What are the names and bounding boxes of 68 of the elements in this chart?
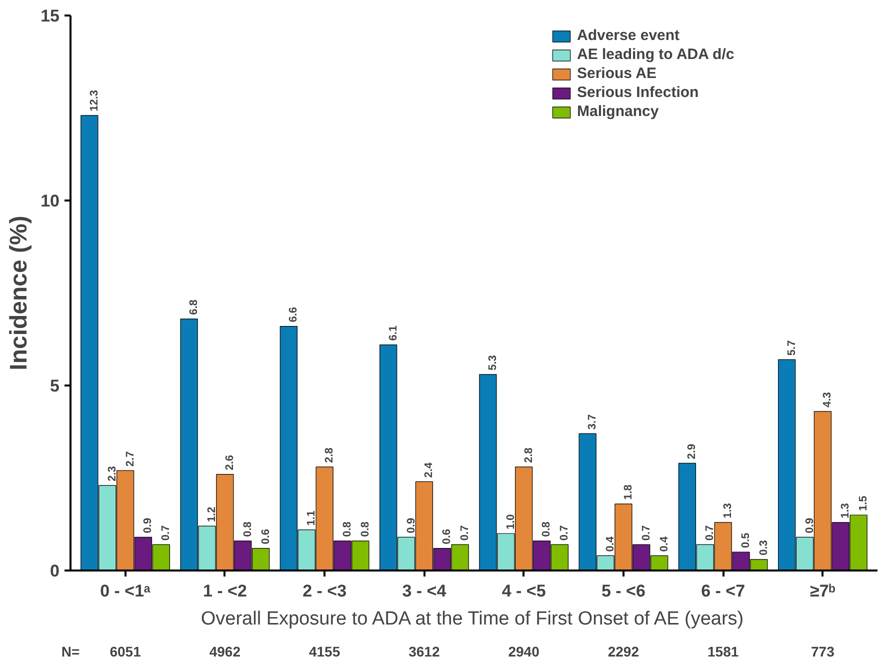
x-tick-label: ≥7ᵇ xyxy=(810,582,836,600)
text: 2940 xyxy=(508,644,540,660)
data-label: 3.7 xyxy=(586,414,599,430)
data-label: 2.4 xyxy=(423,462,436,478)
y-tick-label: 15 xyxy=(40,6,60,26)
data-label: 2.7 xyxy=(124,451,136,467)
x-tick-label: 0 - <1ᵃ xyxy=(100,582,152,600)
text: 1581 xyxy=(708,644,739,660)
text: 4962 xyxy=(209,644,241,660)
data-label: 2.9 xyxy=(686,444,698,460)
data-label: 0.9 xyxy=(142,518,154,534)
data-label: 0.9 xyxy=(405,518,418,534)
data-label: 0.7 xyxy=(640,525,652,541)
data-label: 0.8 xyxy=(341,522,354,537)
data-label: 2.6 xyxy=(224,455,236,470)
x-tick-label: 1 - <2 xyxy=(202,582,247,600)
data-label: 2.8 xyxy=(324,448,336,463)
data-label: 0.7 xyxy=(558,525,571,541)
legend-label: AE leading to ADA d/c xyxy=(577,46,734,63)
data-label: 4.3 xyxy=(822,392,834,408)
data-label: 1.3 xyxy=(840,503,852,518)
data-label: 6.1 xyxy=(387,326,400,341)
legend-label: Serious AE xyxy=(577,65,656,82)
text: N= xyxy=(61,644,80,660)
data-label: 0.4 xyxy=(658,536,670,552)
legend-label: Adverse event xyxy=(577,27,680,44)
data-label: 5.7 xyxy=(786,340,798,356)
y-tick-label: 10 xyxy=(40,192,60,210)
data-label: 1.8 xyxy=(622,484,634,500)
x-tick-label: 6 - <7 xyxy=(701,582,746,600)
x-tick-label: 5 - <6 xyxy=(601,582,646,600)
text: 773 xyxy=(811,644,835,660)
data-label: 2.8 xyxy=(522,448,535,463)
data-label: 1.1 xyxy=(306,510,318,526)
data-label: 0.8 xyxy=(540,522,553,537)
data-label: 0.6 xyxy=(441,529,454,544)
data-label: 0.3 xyxy=(758,540,770,556)
text: 6051 xyxy=(110,644,142,660)
data-label: 1.5 xyxy=(858,496,870,511)
x-tick-label: 3 - <4 xyxy=(402,582,447,600)
data-label: 0.5 xyxy=(740,532,752,548)
data-label: 1.2 xyxy=(206,506,218,522)
legend-label: Serious Infection xyxy=(577,84,699,101)
y-tick-label: 0 xyxy=(50,562,60,580)
data-label: 1.0 xyxy=(504,514,517,530)
data-label: 0.6 xyxy=(260,529,272,544)
data-label: 6.8 xyxy=(188,300,200,315)
data-label: 0.4 xyxy=(604,536,617,552)
y-axis-title: Incidence (%) xyxy=(6,216,33,370)
data-label: 2.3 xyxy=(106,466,118,482)
y-tick-label: 5 xyxy=(50,376,60,396)
data-label: 0.7 xyxy=(459,525,472,541)
data-label: 12.3 xyxy=(88,90,100,112)
text: 4155 xyxy=(308,644,340,660)
data-label: 1.3 xyxy=(722,503,734,518)
data-label: 6.6 xyxy=(288,307,300,322)
text: 3612 xyxy=(408,644,440,660)
data-label: 0.9 xyxy=(804,518,816,534)
x-tick-label: 2 - <3 xyxy=(302,582,347,600)
data-label: 0.7 xyxy=(160,525,172,541)
x-tick-label: 4 - <5 xyxy=(502,582,546,600)
data-label: 0.8 xyxy=(242,522,254,537)
data-label: 0.7 xyxy=(704,525,716,541)
text: 2292 xyxy=(608,644,640,660)
data-label: 0.8 xyxy=(359,522,372,537)
data-label: 5.3 xyxy=(486,355,499,370)
x-axis-title: Overall Exposure to ADA at the Time of First Onset of AE (years) xyxy=(200,608,744,630)
legend-label: Malignancy xyxy=(577,103,659,120)
